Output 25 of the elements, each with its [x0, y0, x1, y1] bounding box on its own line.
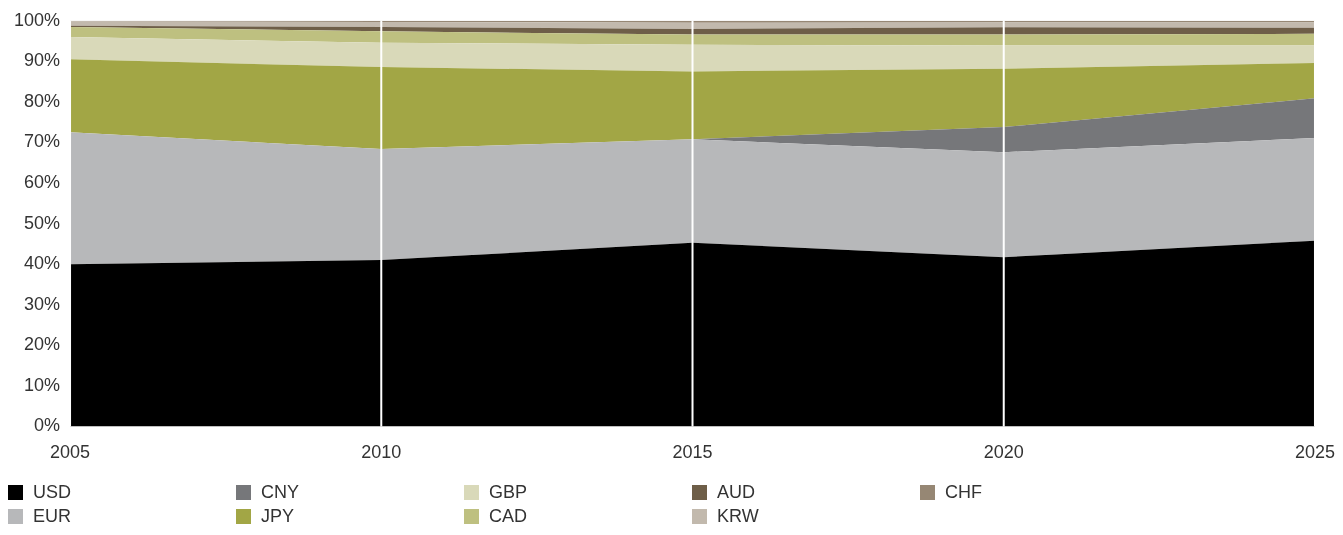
y-tick-label: 30% — [24, 293, 61, 314]
x-tick-label: 2010 — [361, 442, 402, 463]
y-tick-label: 100% — [13, 9, 61, 30]
y-tick-label: 0% — [34, 415, 61, 436]
y-tick-label: 10% — [24, 374, 61, 395]
legend-label: CHF — [945, 481, 982, 503]
legend-label: KRW — [717, 505, 759, 527]
legend-label: CNY — [261, 481, 300, 503]
y-tick-label: 20% — [24, 334, 61, 355]
y-tick-label: 80% — [24, 90, 61, 111]
legend-label: GBP — [489, 481, 528, 503]
legend-label: EUR — [33, 505, 72, 527]
y-tick-label: 70% — [24, 131, 61, 152]
legend-label: AUD — [717, 481, 756, 503]
x-tick-label: 2015 — [672, 442, 713, 463]
x-tick-label: 2020 — [983, 442, 1024, 463]
legend-label: JPY — [261, 505, 295, 527]
y-tick-label: 90% — [24, 50, 61, 71]
y-tick-label: 60% — [24, 172, 61, 193]
legend-label: CAD — [489, 505, 528, 527]
x-tick-label: 2025 — [1294, 442, 1335, 463]
y-tick-label: 40% — [24, 253, 61, 274]
legend-label: USD — [33, 481, 72, 503]
x-tick-label: 2005 — [50, 442, 91, 463]
y-tick-label: 50% — [24, 212, 61, 233]
